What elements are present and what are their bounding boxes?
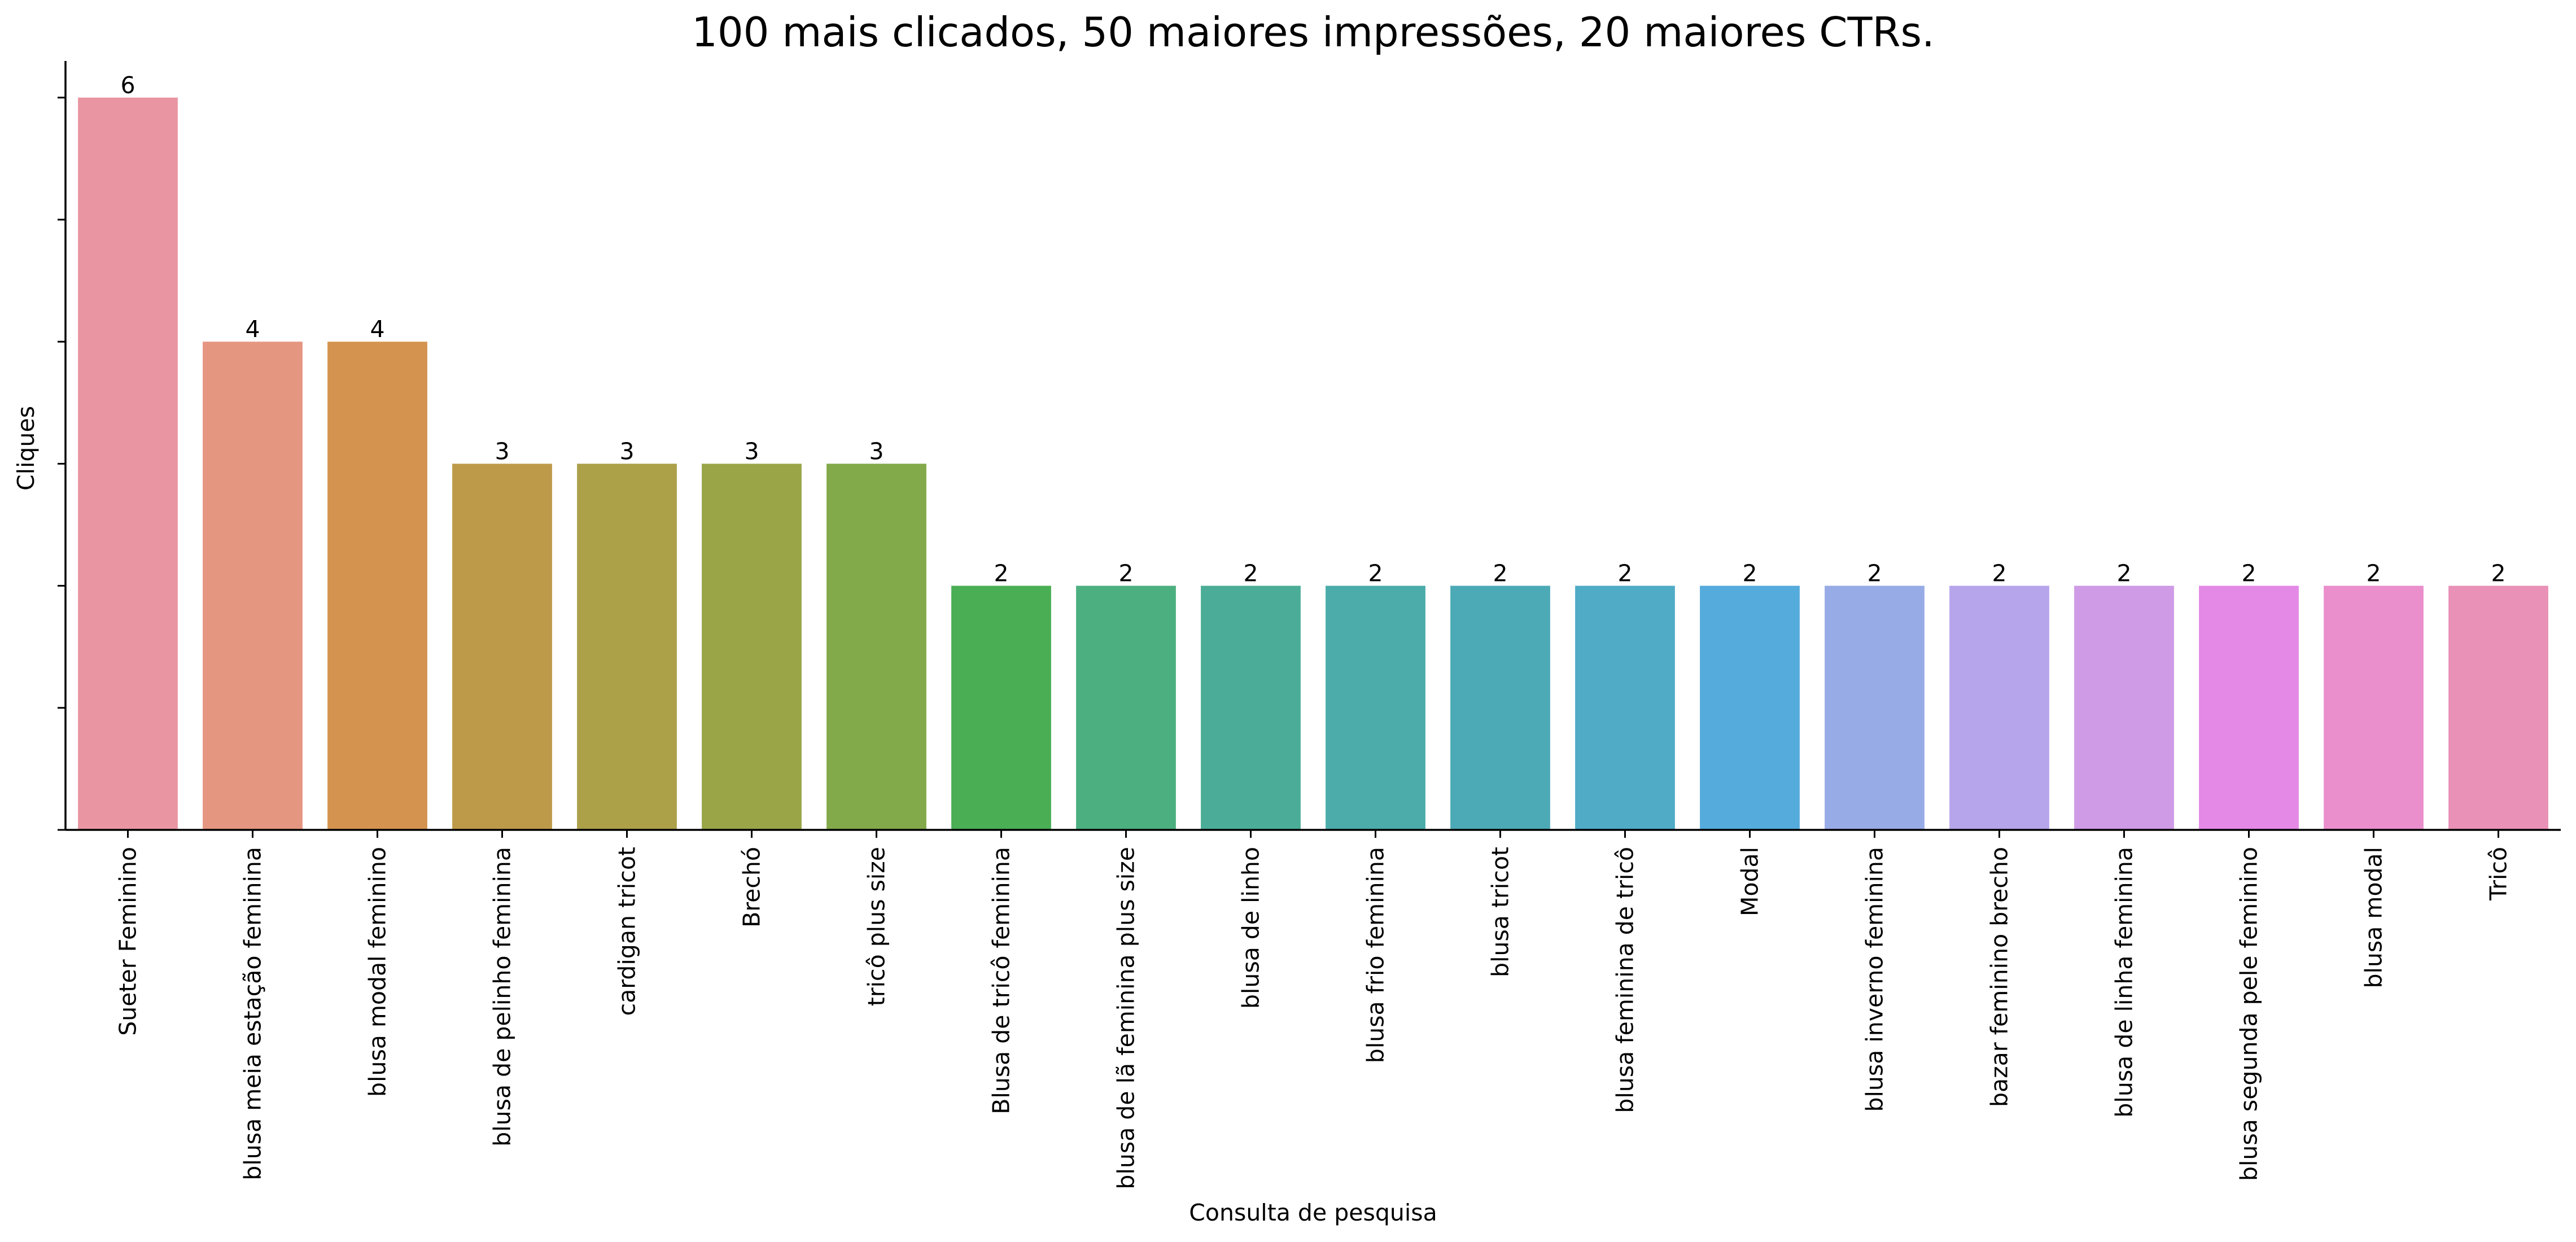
bar	[1201, 585, 1301, 830]
bar	[951, 585, 1051, 830]
x-tick-label: blusa de linho	[1237, 847, 1265, 1009]
bar	[203, 342, 303, 830]
bar	[1575, 585, 1675, 830]
data-label: 2	[1742, 560, 1757, 587]
x-tick-label: Tricô	[2485, 847, 2512, 901]
data-label: 2	[1493, 560, 1507, 587]
y-axis-label: Cliques	[12, 406, 40, 491]
x-axis-tick-labels: Sueter Feminino blusa meia estação femini…	[115, 847, 2512, 1189]
bar	[1949, 585, 2049, 830]
chart-title: 100 mais clicados, 50 maiores impressões…	[692, 8, 1935, 56]
x-tick-label: blusa feminina de tricô	[1612, 847, 1639, 1113]
x-tick-label: blusa de linha feminina	[2111, 847, 2138, 1118]
bars-group	[78, 97, 2548, 830]
bar	[327, 342, 427, 830]
bar	[1700, 585, 1800, 830]
data-label: 2	[1368, 560, 1383, 587]
x-tick-label: cardigan tricot	[614, 847, 641, 1016]
x-axis-label: Consulta de pesquisa	[1189, 1199, 1437, 1226]
data-label: 2	[1118, 560, 1133, 587]
bar	[1450, 585, 1550, 830]
x-tick-label: blusa inverno feminina	[1861, 847, 1888, 1112]
x-tick-label: blusa de lã feminina plus size	[1113, 847, 1140, 1189]
x-tick-label: blusa frio feminina	[1362, 847, 1389, 1063]
bar	[2324, 585, 2424, 830]
bar	[1326, 585, 1425, 830]
data-label: 2	[1243, 560, 1258, 587]
x-tick-label: Brechó	[738, 847, 766, 928]
x-tick-label: blusa modal	[2360, 847, 2387, 988]
data-label: 4	[370, 316, 384, 343]
bar	[826, 463, 926, 830]
x-tick-label: blusa tricot	[1487, 847, 1514, 977]
y-axis-ticks	[58, 97, 65, 831]
x-tick-label: blusa segunda pele feminino	[2236, 847, 2263, 1181]
x-tick-label: blusa meia estação feminina	[239, 847, 266, 1180]
x-tick-label: Blusa de tricô feminina	[988, 847, 1015, 1114]
data-label: 2	[1617, 560, 1632, 587]
x-tick-label: tricô plus size	[863, 847, 890, 1006]
bar	[2448, 585, 2548, 830]
x-tick-label: Modal	[1737, 847, 1764, 916]
bar	[2199, 585, 2299, 830]
data-label: 3	[744, 438, 759, 465]
data-label: 2	[1867, 560, 1882, 587]
data-label: 4	[245, 316, 260, 343]
data-label: 6	[120, 72, 135, 99]
bar	[1825, 585, 1925, 830]
data-label: 3	[495, 438, 509, 465]
x-tick-label: bazar feminino brecho	[1986, 847, 2013, 1107]
bar	[2074, 585, 2174, 830]
x-tick-label: blusa modal feminino	[364, 847, 391, 1097]
bar	[577, 463, 677, 830]
data-labels-group: 6 4 4 3 3 3 3 2 2 2 2 2 2 2 2 2 2 2 2 2	[120, 72, 2505, 587]
x-axis-ticks	[127, 830, 2499, 838]
x-tick-label: Sueter Feminino	[115, 847, 142, 1036]
data-label: 3	[869, 438, 884, 465]
data-label: 2	[1992, 560, 2006, 587]
x-tick-label: blusa de pelinho feminina	[489, 847, 516, 1147]
bar	[1076, 585, 1176, 830]
data-label: 2	[2241, 560, 2256, 587]
bar	[702, 463, 802, 830]
bar	[452, 463, 552, 830]
data-label: 2	[2116, 560, 2131, 587]
data-label: 2	[2491, 560, 2505, 587]
data-label: 2	[994, 560, 1008, 587]
bar	[78, 97, 178, 830]
data-label: 3	[619, 438, 634, 465]
data-label: 2	[2366, 560, 2381, 587]
